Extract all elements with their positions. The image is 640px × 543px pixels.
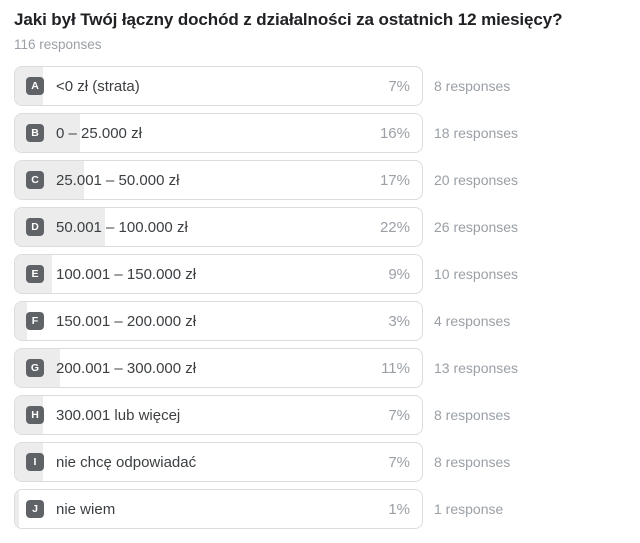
- answer-row: B 0 – 25.000 zł 16% 18 responses: [14, 113, 626, 153]
- option-percent: 16%: [379, 124, 410, 142]
- option-label: <0 zł (strata): [56, 77, 140, 95]
- option-percent: 9%: [388, 265, 410, 283]
- question-title: Jaki był Twój łączny dochód z działalnoś…: [14, 10, 563, 29]
- option-letter-badge: H: [26, 406, 44, 424]
- option-label: 200.001 – 300.000 zł: [56, 359, 197, 377]
- option-percent: 22%: [379, 218, 410, 236]
- option-percent: 7%: [388, 406, 410, 424]
- answer-row: A <0 zł (strata) 7% 8 responses: [14, 66, 626, 106]
- answer-option-box[interactable]: E 100.001 – 150.000 zł 9%: [14, 254, 423, 294]
- answer-option-box[interactable]: C 25.001 – 50.000 zł 17%: [14, 160, 423, 200]
- option-letter-badge: E: [26, 265, 44, 283]
- response-count: 13 responses: [434, 360, 519, 376]
- responses-summary: 116 responses: [14, 37, 102, 52]
- answer-row: C 25.001 – 50.000 zł 17% 20 responses: [14, 160, 626, 200]
- response-count: 8 responses: [434, 454, 511, 470]
- answer-option-box[interactable]: A <0 zł (strata) 7%: [14, 66, 423, 106]
- response-count: 18 responses: [434, 125, 519, 141]
- option-letter-badge: D: [26, 218, 44, 236]
- percentage-bar: [15, 490, 20, 528]
- option-label: 0 – 25.000 zł: [56, 124, 142, 142]
- answer-row: J nie wiem 1% 1 response: [14, 489, 626, 529]
- response-count: 26 responses: [434, 219, 519, 235]
- answer-row: D 50.001 – 100.000 zł 22% 26 responses: [14, 207, 626, 247]
- answer-option-box[interactable]: D 50.001 – 100.000 zł 22%: [14, 207, 423, 247]
- response-count: 8 responses: [434, 78, 511, 94]
- option-label: 150.001 – 200.000 zł: [56, 312, 197, 330]
- option-label: 50.001 – 100.000 zł: [56, 218, 188, 236]
- response-count: 20 responses: [434, 172, 519, 188]
- poll-results-panel: Jaki był Twój łączny dochód z działalnoś…: [14, 8, 626, 529]
- option-letter-badge: J: [26, 500, 44, 518]
- option-percent: 7%: [388, 453, 410, 471]
- answer-row: H 300.001 lub więcej 7% 8 responses: [14, 395, 626, 435]
- option-percent: 7%: [388, 77, 410, 95]
- answer-option-box[interactable]: I nie chcę odpowiadać 7%: [14, 442, 423, 482]
- option-letter-badge: B: [26, 124, 44, 142]
- option-label: nie wiem: [56, 500, 116, 518]
- answer-row: E 100.001 – 150.000 zł 9% 10 responses: [14, 254, 626, 294]
- answer-option-box[interactable]: B 0 – 25.000 zł 16%: [14, 113, 423, 153]
- option-letter-badge: G: [26, 359, 44, 377]
- option-label: 25.001 – 50.000 zł: [56, 171, 180, 189]
- option-percent: 11%: [381, 359, 410, 377]
- percentage-bar: [15, 302, 28, 340]
- response-count: 1 response: [434, 501, 504, 517]
- answer-option-box[interactable]: H 300.001 lub więcej 7%: [14, 395, 423, 435]
- option-percent: 3%: [388, 312, 410, 330]
- option-letter-badge: F: [26, 312, 44, 330]
- answer-row: I nie chcę odpowiadać 7% 8 responses: [14, 442, 626, 482]
- percentage-bar: [15, 114, 81, 152]
- option-label: 100.001 – 150.000 zł: [56, 265, 197, 283]
- response-count: 8 responses: [434, 407, 511, 423]
- option-percent: 17%: [379, 171, 410, 189]
- answer-option-box[interactable]: G 200.001 – 300.000 zł 11%: [14, 348, 423, 388]
- option-percent: 1%: [388, 500, 410, 518]
- response-count: 4 responses: [434, 313, 511, 329]
- option-letter-badge: C: [26, 171, 44, 189]
- answer-option-box[interactable]: F 150.001 – 200.000 zł 3%: [14, 301, 423, 341]
- answer-row: F 150.001 – 200.000 zł 3% 4 responses: [14, 301, 626, 341]
- option-label: nie chcę odpowiadać: [56, 453, 197, 471]
- answer-option-box[interactable]: J nie wiem 1%: [14, 489, 423, 529]
- option-label: 300.001 lub więcej: [56, 406, 181, 424]
- response-count: 10 responses: [434, 266, 519, 282]
- option-letter-badge: I: [26, 453, 44, 471]
- answer-row: G 200.001 – 300.000 zł 11% 13 responses: [14, 348, 626, 388]
- option-letter-badge: A: [26, 77, 44, 95]
- answer-options-list: A <0 zł (strata) 7% 8 responses B 0 – 25…: [14, 66, 626, 529]
